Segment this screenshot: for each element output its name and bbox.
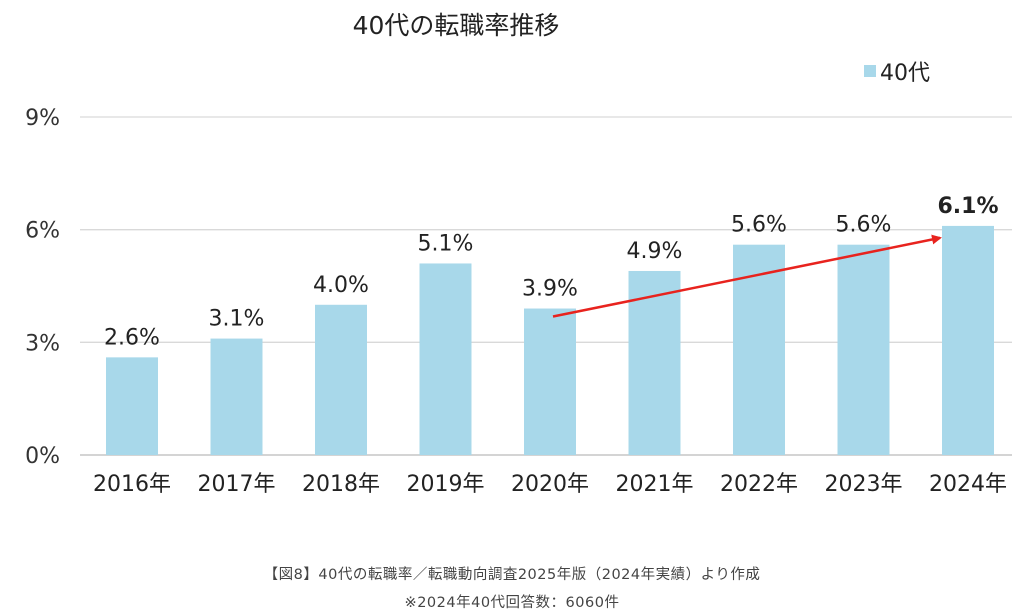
legend-swatch — [864, 65, 876, 77]
x-tick-label: 2023年 — [825, 472, 903, 497]
data-label: 5.6% — [836, 213, 892, 238]
data-label: 3.9% — [522, 277, 578, 302]
bar — [419, 263, 472, 455]
bars — [106, 225, 994, 455]
y-tick-label: 6% — [25, 219, 60, 244]
y-tick-label: 9% — [25, 106, 60, 131]
x-axis: 2016年 2017年 2018年 2019年 2020年 2021年 2022年 2023年… — [93, 472, 1007, 497]
x-tick-label: 2024年 — [929, 472, 1007, 497]
chart-title: 40代の転職率推移 — [353, 11, 560, 40]
x-tick-label: 2016年 — [93, 472, 171, 497]
x-tick-label: 2018年 — [302, 472, 380, 497]
legend: 40代 — [864, 61, 930, 86]
legend-label: 40代 — [880, 61, 930, 86]
data-label: 4.0% — [313, 273, 369, 298]
x-tick-label: 2020年 — [511, 472, 589, 497]
bar — [837, 244, 890, 455]
trend-arrow — [552, 234, 942, 318]
bar — [628, 270, 681, 455]
bar — [315, 304, 367, 455]
sample-note: ※2024年40代回答数：6060件 — [404, 595, 620, 611]
source-caption: 【図8】40代の転職率／転職動向調査2025年版（2024年実績）より作成 — [263, 567, 761, 583]
data-label: 5.6% — [731, 213, 787, 238]
y-tick-label: 0% — [25, 444, 60, 469]
data-label: 2.6% — [104, 325, 160, 350]
x-tick-label: 2017年 — [198, 472, 276, 497]
y-tick-label: 3% — [25, 331, 60, 356]
y-axis: 0% 3% 6% 9% — [25, 106, 60, 469]
bar — [210, 338, 263, 455]
x-tick-label: 2019年 — [407, 472, 485, 497]
data-label: 5.1% — [418, 231, 474, 256]
data-label: 6.1% — [937, 194, 998, 219]
bar — [524, 308, 576, 455]
bar — [106, 357, 158, 455]
data-labels: 2.6% 3.1% 4.0% 5.1% 3.9% 4.9% 5.6% 5.6% 6.1% — [104, 194, 998, 350]
x-tick-label: 2022年 — [720, 472, 798, 497]
data-label: 4.9% — [627, 239, 683, 264]
bar — [942, 225, 994, 455]
x-tick-label: 2021年 — [616, 472, 694, 497]
bar-chart: 40代の転職率推移 40代 0% 3% 6% 9% 2.6% 3.1% 4.0% 5.1% 3… — [25, 11, 1012, 497]
data-label: 3.1% — [209, 307, 265, 332]
bar — [733, 244, 785, 455]
